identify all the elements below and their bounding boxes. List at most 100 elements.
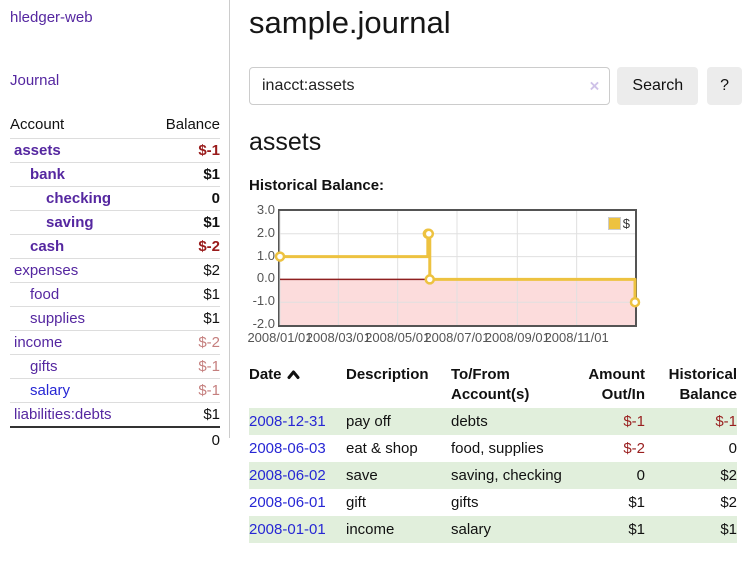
account-row: checking 0 (10, 186, 220, 211)
account-name-cell: income (10, 331, 147, 355)
account-name-cell: food (10, 283, 147, 307)
sidebar-account-link[interactable]: cash (30, 238, 65, 255)
description-cell: income (346, 521, 395, 538)
account-name-cell: liabilities:debts (10, 403, 147, 428)
accounts-cell: debts (451, 413, 488, 430)
description-cell: gift (346, 494, 367, 511)
date-cell: 2008-06-02 (249, 462, 346, 489)
date-cell: 2008-06-01 (249, 489, 346, 516)
transaction-date-link[interactable]: 2008-06-02 (249, 467, 326, 484)
sidebar-account-link[interactable]: checking (46, 190, 112, 207)
y-axis-tick-label: -2.0 (252, 316, 275, 331)
account-balance: $-1 (198, 142, 220, 159)
date-cell: 2008-01-01 (249, 516, 346, 543)
account-balance: $-1 (198, 358, 220, 375)
y-axis-tick-label: 1.0 (256, 247, 275, 263)
col-header-accounts-line2: Account(s) (451, 386, 530, 403)
account-balance: $-2 (198, 238, 220, 255)
transaction-row: 2008-06-01 gift gifts $1 $2 (249, 489, 737, 516)
account-row: cash $-2 (10, 234, 220, 259)
help-button[interactable]: ? (707, 67, 742, 105)
clear-search-icon[interactable]: × (589, 76, 600, 96)
sidebar-account-link[interactable]: assets (14, 142, 61, 159)
date-cell: 2008-12-31 (249, 408, 346, 435)
x-axis-tick-label: 2008/11/01 (544, 330, 609, 345)
account-name-cell: supplies (10, 307, 147, 331)
account-row: gifts $-1 (10, 354, 220, 379)
col-header-date[interactable]: Date (249, 362, 346, 408)
col-header-balance-line2: Balance (679, 386, 737, 403)
sidebar-item-journal[interactable]: Journal (10, 72, 60, 89)
account-row: salary $-1 (10, 378, 220, 403)
account-row: bank $1 (10, 162, 220, 187)
app-title-link[interactable]: hledger-web (10, 9, 93, 26)
account-name-cell: salary (10, 379, 147, 403)
account-heading: assets (249, 128, 322, 156)
search-input[interactable] (249, 67, 611, 105)
balance-cell: $1 (720, 521, 737, 538)
transaction-date-link[interactable]: 2008-06-01 (249, 494, 326, 511)
account-row: assets $-1 (10, 138, 220, 163)
transaction-date-link[interactable]: 2008-01-01 (249, 521, 326, 538)
sidebar-account-link[interactable]: bank (30, 166, 66, 183)
x-axis-tick-label: 2008/05/01 (365, 330, 431, 345)
accounts-cell: food, supplies (451, 440, 544, 457)
main-content: sample.journal × Search ? assets Histori… (247, 0, 742, 543)
col-header-balance-line1: Historical (668, 366, 737, 383)
x-axis-tick-label: 2008/07/01 (424, 330, 490, 345)
account-name-cell: assets (10, 139, 147, 163)
col-header-balance: Historical Balance (645, 362, 737, 408)
col-header-accounts: To/From Account(s) (451, 362, 573, 408)
account-balance: $2 (203, 262, 220, 279)
sidebar-account-link[interactable]: supplies (30, 310, 86, 327)
balance-chart: $ 3.0 2.0 1.0 0.0 -1.0 -2.0 2008/01/01 2008/03/… (247, 201, 742, 347)
sidebar-account-link[interactable]: salary (30, 382, 71, 399)
accounts-cell: salary (451, 521, 492, 538)
sidebar-account-link[interactable]: expenses (14, 262, 79, 279)
search-button[interactable]: Search (617, 67, 699, 105)
transaction-date-link[interactable]: 2008-06-03 (249, 440, 326, 457)
amount-cell: $-2 (623, 440, 645, 457)
sidebar-account-link[interactable]: liabilities:debts (14, 406, 112, 423)
transaction-row: 2008-06-02 save saving, checking 0 $2 (249, 462, 737, 489)
amount-cell: $1 (628, 521, 645, 538)
account-name-cell: saving (10, 211, 147, 235)
y-axis-tick-label: 0.0 (256, 270, 275, 286)
register-header-row: Date Description To/From Account(s) Amou… (249, 362, 737, 408)
transaction-row: 2008-01-01 income salary $1 $1 (249, 516, 737, 543)
accounts-table: Account Balance assets $-1 bank $1 checking 0… (10, 113, 220, 453)
sidebar-account-link[interactable]: food (30, 286, 60, 303)
col-header-amount-line2: Out/In (601, 386, 645, 403)
transaction-row: 2008-12-31 pay off debts $-1 $-1 (249, 408, 737, 435)
account-balance: $1 (203, 166, 220, 183)
col-header-date-label: Date (249, 366, 282, 383)
amount-cell: 0 (636, 467, 645, 484)
description-cell: save (346, 467, 378, 484)
sidebar-account-link[interactable]: gifts (30, 358, 58, 375)
chart-canvas (274, 211, 641, 325)
accounts-cell: gifts (451, 494, 479, 511)
account-balance: $-1 (198, 382, 220, 399)
y-axis-tick-label: -1.0 (252, 293, 275, 309)
accounts-col-balance: Balance (165, 116, 220, 133)
y-axis-tick-label: 3.0 (256, 202, 275, 217)
x-axis-tick-label: 2008/03/01 (305, 330, 371, 345)
x-axis-tick-label: 2008/09/01 (484, 330, 550, 345)
account-name-cell: expenses (10, 259, 147, 283)
register-table: Date Description To/From Account(s) Amou… (249, 362, 737, 543)
sidebar-account-link[interactable]: income (14, 334, 63, 351)
account-balance: $1 (203, 214, 220, 231)
amount-cell: $1 (628, 494, 645, 511)
balance-cell: $2 (720, 467, 737, 484)
sidebar-account-link[interactable]: saving (46, 214, 94, 231)
transaction-date-link[interactable]: 2008-12-31 (249, 413, 326, 430)
accounts-total-value: 0 (211, 432, 220, 449)
account-row: supplies $1 (10, 306, 220, 331)
account-balance: $1 (203, 286, 220, 303)
sidebar: hledger-web Journal Account Balance asse… (0, 0, 230, 449)
account-row: income $-2 (10, 330, 220, 355)
account-balance: 0 (211, 190, 220, 207)
x-axis-tick-label: 2008/01/01 (247, 330, 313, 345)
account-name-cell: cash (10, 235, 147, 259)
amount-cell: $-1 (623, 413, 645, 430)
